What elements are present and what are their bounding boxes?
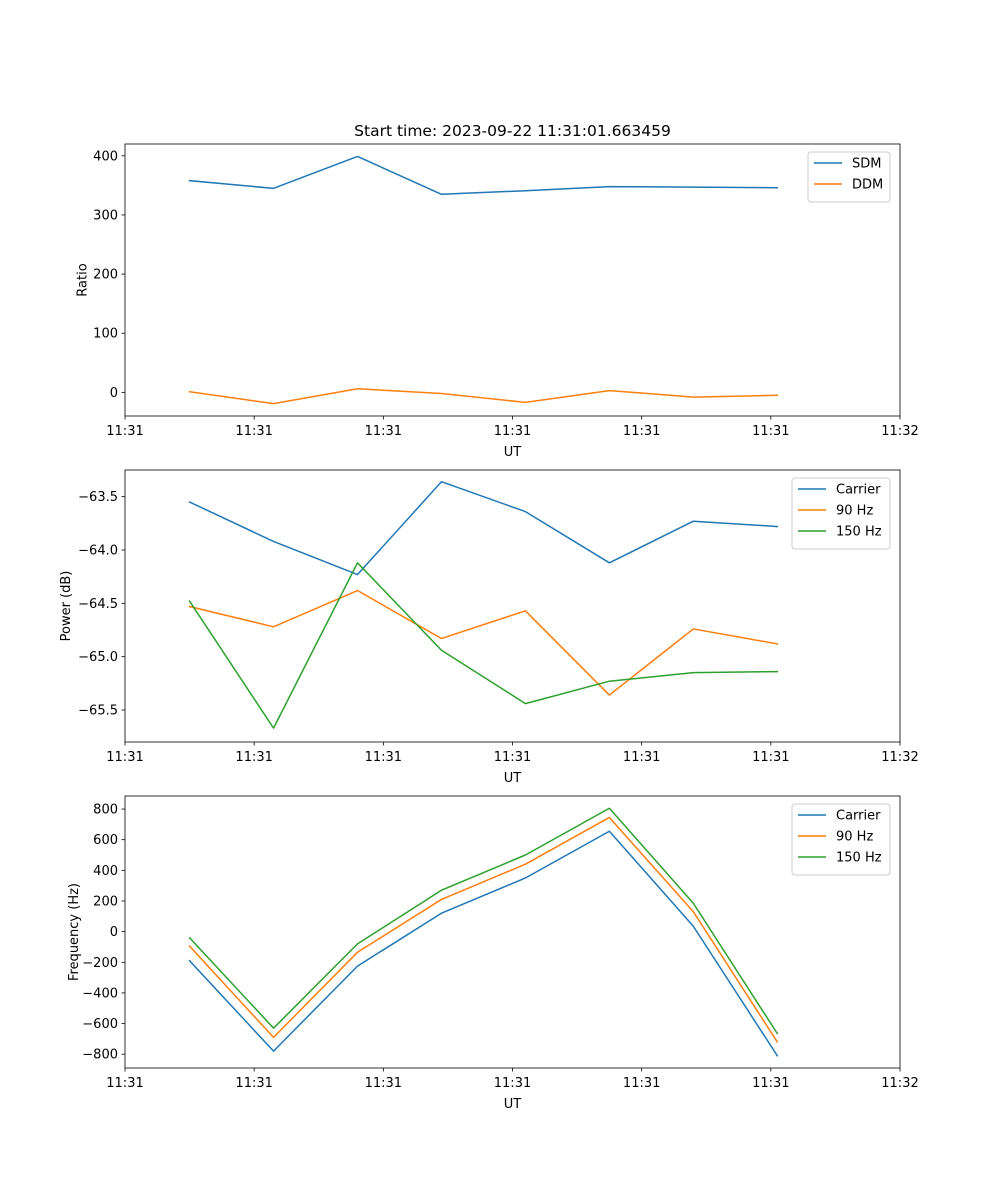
x-tick-label: 11:31 [752, 1076, 789, 1091]
y-tick-label: 200 [93, 268, 118, 283]
y-tick-label: −63.5 [78, 490, 118, 505]
legend-entry-label: Carrier [836, 483, 881, 498]
axes-frame [124, 469, 901, 743]
legend: Carrier 90 Hz 150 Hz [791, 803, 891, 876]
y-tick-label: −64.0 [78, 544, 118, 559]
y-tick-label: −800 [82, 1048, 118, 1063]
x-tick-label: 11:31 [365, 1076, 402, 1091]
y-tick-label: 400 [93, 149, 118, 164]
legend-entry-label: Carrier [836, 809, 881, 824]
x-tick-label: 11:31 [494, 424, 531, 439]
y-tick-label: −64.5 [78, 597, 118, 612]
x-tick-label: 11:31 [752, 424, 789, 439]
y-tick-label: −200 [82, 956, 118, 971]
series-line-90-hz [188, 589, 779, 696]
legend-entry-label: 90 Hz [836, 504, 873, 519]
legend: SDM DDM [807, 151, 891, 203]
legend-entry-label: 90 Hz [836, 830, 873, 845]
legend-entry-label: SDM [852, 157, 881, 172]
x-axis-label: UT [504, 771, 522, 786]
x-tick-label: 11:31 [106, 424, 143, 439]
y-tick-label: 0 [110, 386, 118, 401]
x-tick-label: 11:31 [623, 424, 660, 439]
x-tick-label: 11:31 [752, 750, 789, 765]
x-tick-label: 11:31 [106, 1076, 143, 1091]
legend: Carrier 90 Hz 150 Hz [791, 477, 891, 550]
x-tick-label: 11:31 [494, 1076, 531, 1091]
x-tick-label: 11:32 [881, 1076, 918, 1091]
y-tick-label: 0 [110, 925, 118, 940]
x-axis-label: UT [504, 1097, 522, 1112]
x-tick-label: 11:31 [365, 424, 402, 439]
chart-panel-3: 11:31 11:31 11:31 11:31 11:31 11:31 11:32 −800 −… [67, 795, 919, 1112]
series-line-150-hz [188, 562, 779, 729]
x-tick-label: 11:31 [494, 750, 531, 765]
legend-entry-label: 150 Hz [836, 525, 882, 540]
series-line-90-hz [188, 816, 779, 1043]
y-tick-label: −65.5 [78, 704, 118, 719]
x-tick-label: 11:31 [106, 750, 143, 765]
y-tick-label: 800 [93, 803, 118, 818]
y-tick-label: 300 [93, 208, 118, 223]
legend-entry-label: 150 Hz [836, 851, 882, 866]
chart-panel-2: 11:31 11:31 11:31 11:31 11:31 11:31 11:32 −65.5… [59, 469, 919, 786]
series-line-carrier [188, 830, 779, 1057]
y-axis-label: Power (dB) [59, 571, 74, 642]
y-tick-label: 600 [93, 833, 118, 848]
x-tick-label: 11:31 [365, 750, 402, 765]
y-tick-label: −600 [82, 1017, 118, 1032]
x-tick-label: 11:31 [623, 1076, 660, 1091]
x-tick-label: 11:32 [881, 424, 918, 439]
y-axis-label: Frequency (Hz) [67, 883, 82, 981]
series-line-ddm [188, 388, 779, 405]
y-tick-label: 200 [93, 894, 118, 909]
y-tick-label: −65.0 [78, 650, 118, 665]
y-tick-label: −400 [82, 986, 118, 1001]
y-tick-label: 100 [93, 327, 118, 342]
axes-frame [124, 795, 901, 1069]
x-axis-label: UT [504, 445, 522, 460]
y-tick-label: 400 [93, 864, 118, 879]
series-line-150-hz [188, 807, 779, 1035]
series-line-sdm [188, 155, 779, 196]
series-line-carrier [188, 480, 779, 576]
chart-title: Start time: 2023-09-22 11:31:01.663459 [354, 122, 671, 140]
chart-panel-1: 11:31 11:31 11:31 11:31 11:31 11:31 11:32 0 100 2… [75, 122, 918, 460]
legend-entry-label: DDM [852, 178, 883, 193]
x-tick-label: 11:31 [235, 424, 272, 439]
x-tick-label: 11:31 [623, 750, 660, 765]
y-axis-label: Ratio [75, 263, 90, 296]
legend-box [807, 151, 891, 203]
x-tick-label: 11:31 [235, 1076, 272, 1091]
x-tick-label: 11:32 [881, 750, 918, 765]
x-tick-label: 11:31 [235, 750, 272, 765]
